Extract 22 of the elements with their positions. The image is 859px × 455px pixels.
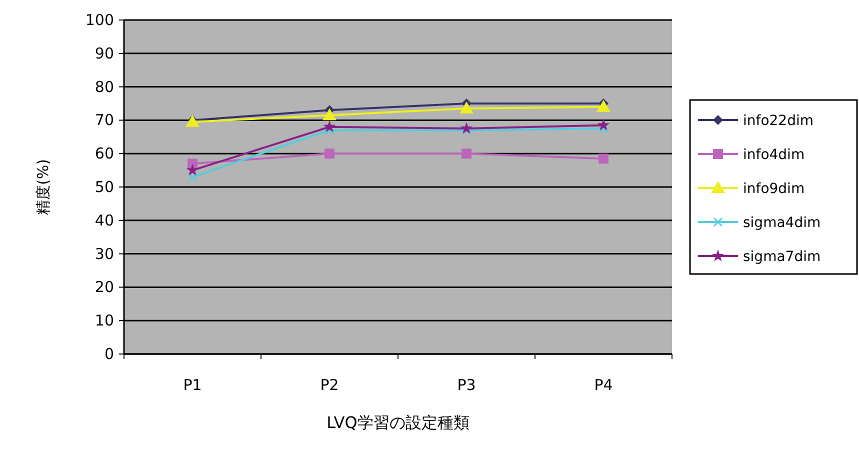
- y-tick-label: 40: [94, 211, 114, 230]
- y-tick-label: 100: [85, 11, 114, 29]
- legend-label: sigma4dim: [743, 215, 821, 231]
- y-tick-label: 20: [94, 278, 114, 296]
- x-tick-label: P2: [320, 376, 339, 394]
- y-tick-label: 30: [94, 244, 114, 263]
- y-tick-label: 10: [94, 312, 114, 330]
- x-tick-label: P1: [183, 376, 202, 394]
- y-tick-label: 0: [104, 345, 114, 363]
- y-tick-label: 90: [94, 44, 114, 62]
- y-axis-title: 精度(%): [34, 159, 52, 215]
- x-tick-label: P4: [594, 376, 613, 394]
- legend-label: info22dim: [743, 113, 814, 129]
- y-tick-label: 50: [94, 178, 114, 196]
- x-tick-label: P3: [457, 376, 476, 394]
- y-tick-label: 80: [94, 78, 114, 96]
- x-axis-title: LVQ学習の設定種類: [326, 413, 470, 432]
- legend-label: info4dim: [743, 147, 805, 163]
- legend-label: sigma7dim: [743, 249, 821, 265]
- y-tick-label: 60: [94, 144, 114, 163]
- y-tick-label: 70: [94, 111, 114, 130]
- legend-label: info9dim: [743, 181, 805, 197]
